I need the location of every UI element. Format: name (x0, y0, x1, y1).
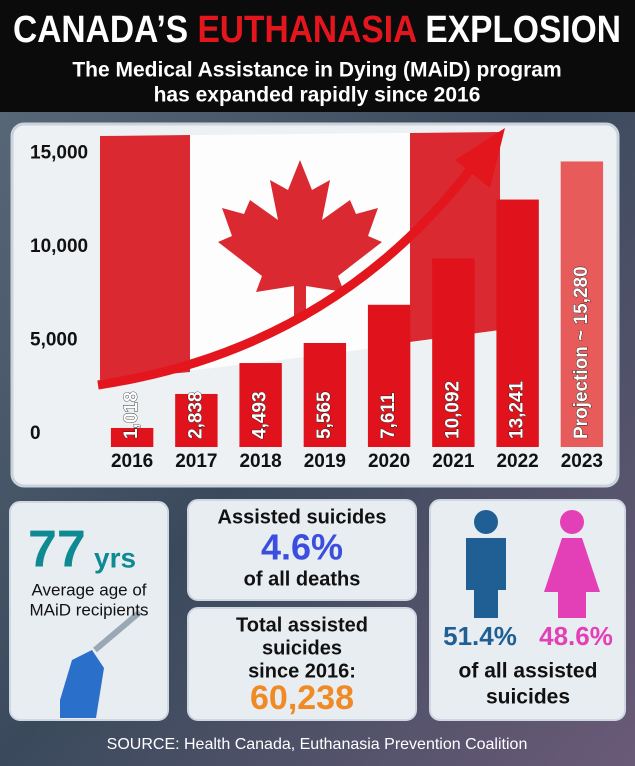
age-card (9, 501, 169, 721)
bar (496, 199, 539, 447)
x-tick-label: 2017 (175, 451, 217, 472)
source: SOURCE: Health Canada, Euthanasia Preven… (107, 736, 528, 753)
total-value: 60,238 (250, 679, 354, 717)
title: CANADA’S EUTHANASIA EXPLOSION (13, 9, 621, 51)
y-tick-label: 5,000 (30, 330, 78, 351)
x-tick-label: 2022 (496, 451, 538, 472)
bar (303, 343, 347, 447)
total-label: Total assisted (236, 614, 368, 636)
age-value: 77 (28, 521, 86, 579)
bar (432, 258, 475, 447)
subtitle: The Medical Assistance in Dying (MAiD) p… (72, 59, 561, 82)
value-label: 10,092 (442, 381, 463, 439)
x-tick-label: 2021 (432, 451, 475, 472)
share-card (187, 499, 417, 601)
trend-arrowhead (455, 128, 505, 188)
value-label: 13,241 (507, 380, 528, 439)
gender-note: suicides (486, 686, 570, 709)
maple-leaf (218, 160, 382, 320)
title-highlight: EUTHANASIA (197, 9, 416, 51)
x-tick-label: 2019 (304, 451, 346, 472)
y-tick-label: 0 (30, 423, 41, 444)
y-tick-label: 10,000 (30, 236, 88, 257)
bar-chart: 0 5,000 10,000 15,000 1,018 2016 2,838 2017 4,49… (30, 143, 604, 472)
age-label: Average age of (32, 580, 147, 599)
bar (175, 393, 218, 447)
man-head (474, 510, 498, 534)
woman-body (544, 538, 600, 618)
share-label: Assisted suicides (218, 506, 387, 528)
glove-icon (60, 650, 104, 718)
value-label: 7,611 (378, 392, 399, 439)
woman-icon (544, 510, 600, 618)
value-label: 5,565 (314, 391, 335, 439)
x-tick-label: 2016 (111, 451, 153, 472)
bar (110, 427, 154, 447)
man-body (466, 538, 506, 618)
flag-band (100, 135, 190, 380)
syringe-icon (93, 609, 142, 653)
total-card (187, 607, 417, 721)
subtitle: has expanded rapidly since 2016 (154, 84, 481, 107)
trend-arrow (97, 167, 474, 390)
bar (239, 363, 282, 447)
man-icon (466, 510, 506, 618)
x-tick-label: 2018 (239, 451, 281, 472)
share-value: 4.6% (261, 527, 343, 568)
title-part: CANADA’S (13, 9, 188, 51)
x-tick-label: 2023 (561, 451, 603, 472)
value-label: 2,838 (185, 391, 206, 439)
value-label: 4,493 (250, 391, 271, 439)
total-label: since 2016: (248, 660, 356, 682)
value-label: Projection ~ 15,280 (571, 266, 592, 439)
gender-note: of all assisted (459, 660, 598, 683)
age-unit: yrs (94, 542, 136, 573)
woman-head (560, 510, 584, 534)
header-band (0, 0, 635, 112)
women-share: 48.6% (539, 621, 613, 651)
x-tick-label: 2020 (368, 451, 410, 472)
share-note: of all deaths (244, 568, 361, 590)
age-label: MAiD recipients (29, 600, 148, 619)
bar (560, 161, 604, 447)
bar (367, 304, 411, 447)
y-tick-label: 15,000 (30, 143, 88, 164)
total-label: suicides (262, 637, 342, 659)
men-share: 51.4% (443, 621, 517, 651)
title-part: EXPLOSION (425, 9, 621, 51)
value-label: 1,018 (121, 391, 142, 439)
